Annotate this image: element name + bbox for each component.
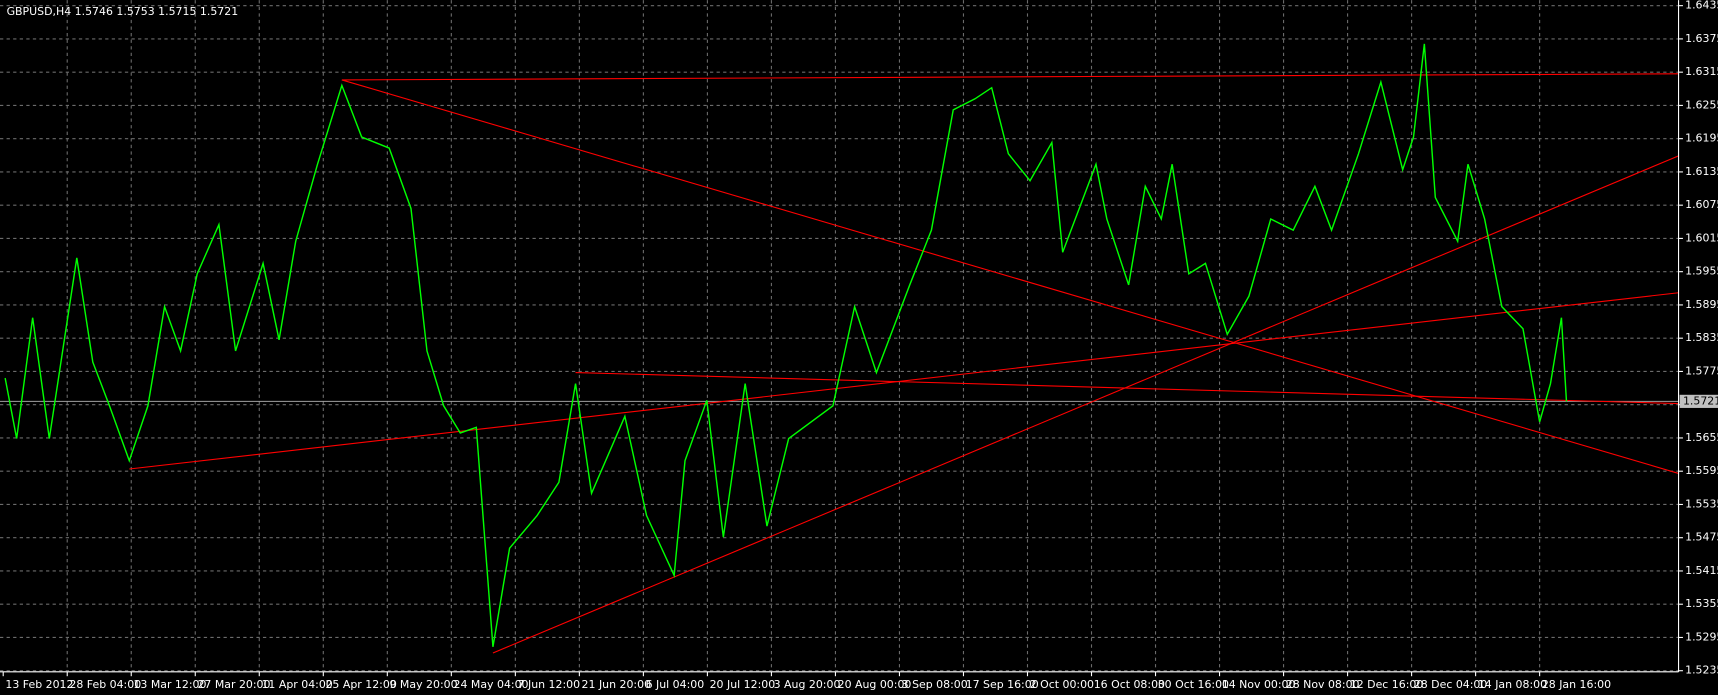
x-tick-label: 24 May 04:00	[454, 678, 529, 691]
x-tick-label: 30 Oct 16:00	[1158, 678, 1229, 691]
x-tick-label: 28 Feb 04:00	[69, 678, 141, 691]
chart-title: GBPUSD,H4 1.5746 1.5753 1.5715 1.5721	[7, 5, 239, 18]
x-tick-label: 14 Nov 00:00	[1222, 678, 1296, 691]
x-tick-label: 28 Jan 16:00	[1542, 678, 1611, 691]
y-tick-label: 1.5355	[1685, 597, 1718, 610]
y-tick-label: 1.5595	[1685, 464, 1718, 477]
x-tick-label: 14 Jan 08:00	[1478, 678, 1547, 691]
y-tick-label: 1.6255	[1685, 98, 1718, 111]
y-tick-label: 1.5955	[1685, 265, 1718, 278]
y-tick-label: 1.6075	[1685, 198, 1718, 211]
y-tick-label: 1.6195	[1685, 132, 1718, 145]
x-tick-label: 13 Mar 12:00	[133, 678, 206, 691]
x-tick-label: 28 Dec 04:00	[1414, 678, 1488, 691]
trendline	[129, 292, 1679, 470]
last-price-label: 1.5721	[1683, 394, 1718, 407]
y-tick-label: 1.5295	[1685, 630, 1718, 643]
x-tick-label: 13 Feb 2012	[5, 678, 73, 691]
trendline	[492, 155, 1679, 654]
trendline	[341, 79, 1679, 474]
x-tick-label: 9 May 20:00	[390, 678, 458, 691]
y-tick-label: 1.5415	[1685, 564, 1718, 577]
y-tick-label: 1.6015	[1685, 231, 1718, 244]
x-tick-label: 3 Aug 20:00	[774, 678, 841, 691]
y-tick-label: 1.6435	[1685, 0, 1718, 12]
y-tick-label: 1.5775	[1685, 364, 1718, 377]
plot	[0, 43, 1679, 654]
x-tick-label: 21 Jun 20:00	[582, 678, 652, 691]
price-line	[4, 43, 1568, 647]
y-tick-label: 1.5235	[1685, 664, 1718, 677]
last-price-box	[1679, 394, 1718, 408]
y-tick-label: 1.5535	[1685, 497, 1718, 510]
trendline	[341, 73, 1679, 81]
trendline	[575, 372, 1679, 405]
x-tick-label: 20 Aug 00:00	[838, 678, 912, 691]
x-tick-label: 25 Apr 12:00	[325, 678, 396, 691]
x-tick-label: 12 Dec 16:00	[1350, 678, 1424, 691]
x-tick-label: 7 Jun 12:00	[518, 678, 581, 691]
x-tick-label: 11 Apr 04:00	[261, 678, 332, 691]
x-tick-label: 20 Jul 12:00	[710, 678, 776, 691]
x-tick-label: 16 Oct 08:00	[1094, 678, 1165, 691]
y-tick-label: 1.6375	[1685, 32, 1718, 45]
x-tick-label: 6 Jul 04:00	[646, 678, 705, 691]
y-tick-label: 1.5655	[1685, 431, 1718, 444]
y-tick-label: 1.6135	[1685, 165, 1718, 178]
y-tick-label: 1.6315	[1685, 65, 1718, 78]
x-tick-label: 3 Sep 08:00	[902, 678, 968, 691]
y-tick-label: 1.5895	[1685, 298, 1718, 311]
y-tick-label: 1.5835	[1685, 331, 1718, 344]
x-tick-label: 28 Nov 08:00	[1286, 678, 1360, 691]
grid	[0, 0, 1679, 672]
x-tick-label: 2 Oct 00:00	[1030, 678, 1094, 691]
y-tick-label: 1.5475	[1685, 531, 1718, 544]
x-tick-label: 27 Mar 20:00	[197, 678, 270, 691]
x-tick-label: 17 Sep 16:00	[966, 678, 1039, 691]
